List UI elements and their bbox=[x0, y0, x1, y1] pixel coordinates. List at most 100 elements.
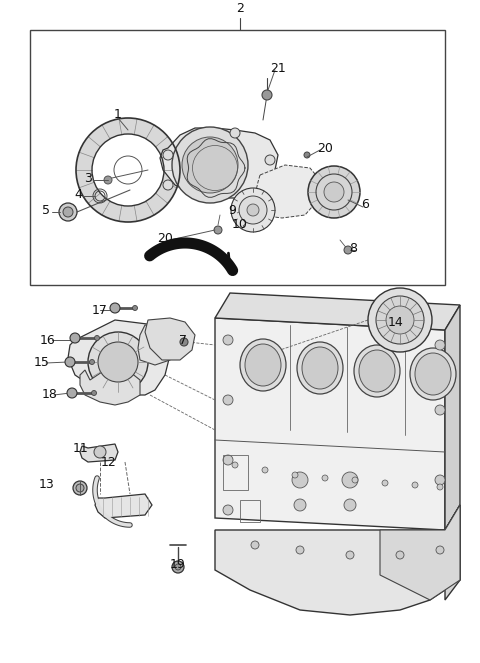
Circle shape bbox=[386, 306, 414, 334]
Ellipse shape bbox=[359, 350, 395, 392]
Text: 3: 3 bbox=[84, 172, 92, 184]
Circle shape bbox=[163, 150, 173, 160]
Polygon shape bbox=[445, 305, 460, 530]
Ellipse shape bbox=[415, 353, 451, 395]
Circle shape bbox=[352, 477, 358, 483]
Circle shape bbox=[262, 467, 268, 473]
Circle shape bbox=[231, 188, 275, 232]
Text: 10: 10 bbox=[232, 217, 248, 231]
Circle shape bbox=[89, 359, 95, 365]
Polygon shape bbox=[76, 118, 180, 222]
Circle shape bbox=[304, 152, 310, 158]
Circle shape bbox=[437, 484, 443, 490]
Text: 2: 2 bbox=[236, 1, 244, 15]
Circle shape bbox=[98, 342, 138, 382]
Circle shape bbox=[344, 246, 352, 254]
Circle shape bbox=[110, 303, 120, 313]
Circle shape bbox=[63, 207, 73, 217]
Circle shape bbox=[435, 405, 445, 415]
Circle shape bbox=[172, 127, 248, 203]
Circle shape bbox=[95, 335, 99, 341]
Circle shape bbox=[292, 472, 298, 478]
Circle shape bbox=[292, 472, 308, 488]
Circle shape bbox=[247, 204, 259, 216]
Circle shape bbox=[88, 332, 148, 392]
Circle shape bbox=[322, 475, 328, 481]
Text: 12: 12 bbox=[101, 457, 117, 469]
Circle shape bbox=[435, 475, 445, 485]
Text: 4: 4 bbox=[74, 188, 82, 202]
Text: 11: 11 bbox=[73, 442, 89, 455]
Text: 8: 8 bbox=[349, 241, 357, 255]
Circle shape bbox=[368, 288, 432, 352]
Text: 9: 9 bbox=[228, 204, 236, 217]
Circle shape bbox=[436, 546, 444, 554]
Circle shape bbox=[223, 335, 233, 345]
Bar bbox=[30, 30, 445, 285]
Text: 5: 5 bbox=[42, 204, 50, 217]
Circle shape bbox=[59, 203, 77, 221]
Circle shape bbox=[230, 128, 240, 138]
Circle shape bbox=[180, 338, 188, 346]
Text: 14: 14 bbox=[388, 316, 404, 328]
Polygon shape bbox=[315, 168, 350, 215]
Circle shape bbox=[294, 499, 306, 511]
Circle shape bbox=[223, 505, 233, 515]
Circle shape bbox=[172, 561, 184, 573]
Polygon shape bbox=[80, 368, 140, 405]
Circle shape bbox=[223, 395, 233, 405]
Circle shape bbox=[73, 481, 87, 495]
Circle shape bbox=[346, 551, 354, 559]
Polygon shape bbox=[255, 165, 320, 218]
Circle shape bbox=[265, 155, 275, 165]
Circle shape bbox=[435, 340, 445, 350]
Circle shape bbox=[92, 391, 96, 396]
Circle shape bbox=[344, 499, 356, 511]
Circle shape bbox=[94, 446, 106, 458]
Ellipse shape bbox=[410, 348, 456, 400]
Circle shape bbox=[163, 180, 173, 190]
Text: 6: 6 bbox=[361, 198, 369, 211]
Polygon shape bbox=[95, 494, 152, 518]
Circle shape bbox=[182, 137, 238, 193]
Text: 17: 17 bbox=[92, 304, 108, 316]
Circle shape bbox=[382, 480, 388, 486]
Circle shape bbox=[223, 455, 233, 465]
Text: 7: 7 bbox=[179, 333, 187, 347]
Polygon shape bbox=[68, 320, 170, 395]
Bar bbox=[223, 455, 248, 490]
Text: 19: 19 bbox=[170, 558, 186, 572]
Circle shape bbox=[76, 484, 84, 492]
Text: 13: 13 bbox=[39, 479, 55, 491]
Circle shape bbox=[296, 546, 304, 554]
Polygon shape bbox=[215, 505, 460, 615]
Ellipse shape bbox=[240, 339, 286, 391]
Text: 15: 15 bbox=[34, 355, 50, 369]
Circle shape bbox=[308, 166, 360, 218]
Circle shape bbox=[412, 482, 418, 488]
Circle shape bbox=[65, 357, 75, 367]
Circle shape bbox=[342, 472, 358, 488]
Circle shape bbox=[376, 296, 424, 344]
Circle shape bbox=[175, 564, 181, 570]
Text: 21: 21 bbox=[270, 62, 286, 74]
Circle shape bbox=[239, 196, 267, 224]
Ellipse shape bbox=[297, 342, 343, 394]
Circle shape bbox=[70, 333, 80, 343]
Text: 16: 16 bbox=[40, 333, 56, 347]
Circle shape bbox=[214, 226, 222, 234]
Circle shape bbox=[396, 551, 404, 559]
Text: 20: 20 bbox=[317, 141, 333, 154]
Polygon shape bbox=[215, 293, 460, 330]
Ellipse shape bbox=[354, 345, 400, 397]
Circle shape bbox=[324, 182, 344, 202]
Polygon shape bbox=[160, 128, 278, 198]
Text: 1: 1 bbox=[114, 109, 122, 121]
Text: 18: 18 bbox=[42, 389, 58, 402]
Circle shape bbox=[67, 388, 77, 398]
Circle shape bbox=[232, 462, 238, 468]
Ellipse shape bbox=[245, 344, 281, 386]
Polygon shape bbox=[138, 325, 178, 365]
Bar bbox=[240, 500, 260, 522]
Polygon shape bbox=[445, 505, 460, 600]
